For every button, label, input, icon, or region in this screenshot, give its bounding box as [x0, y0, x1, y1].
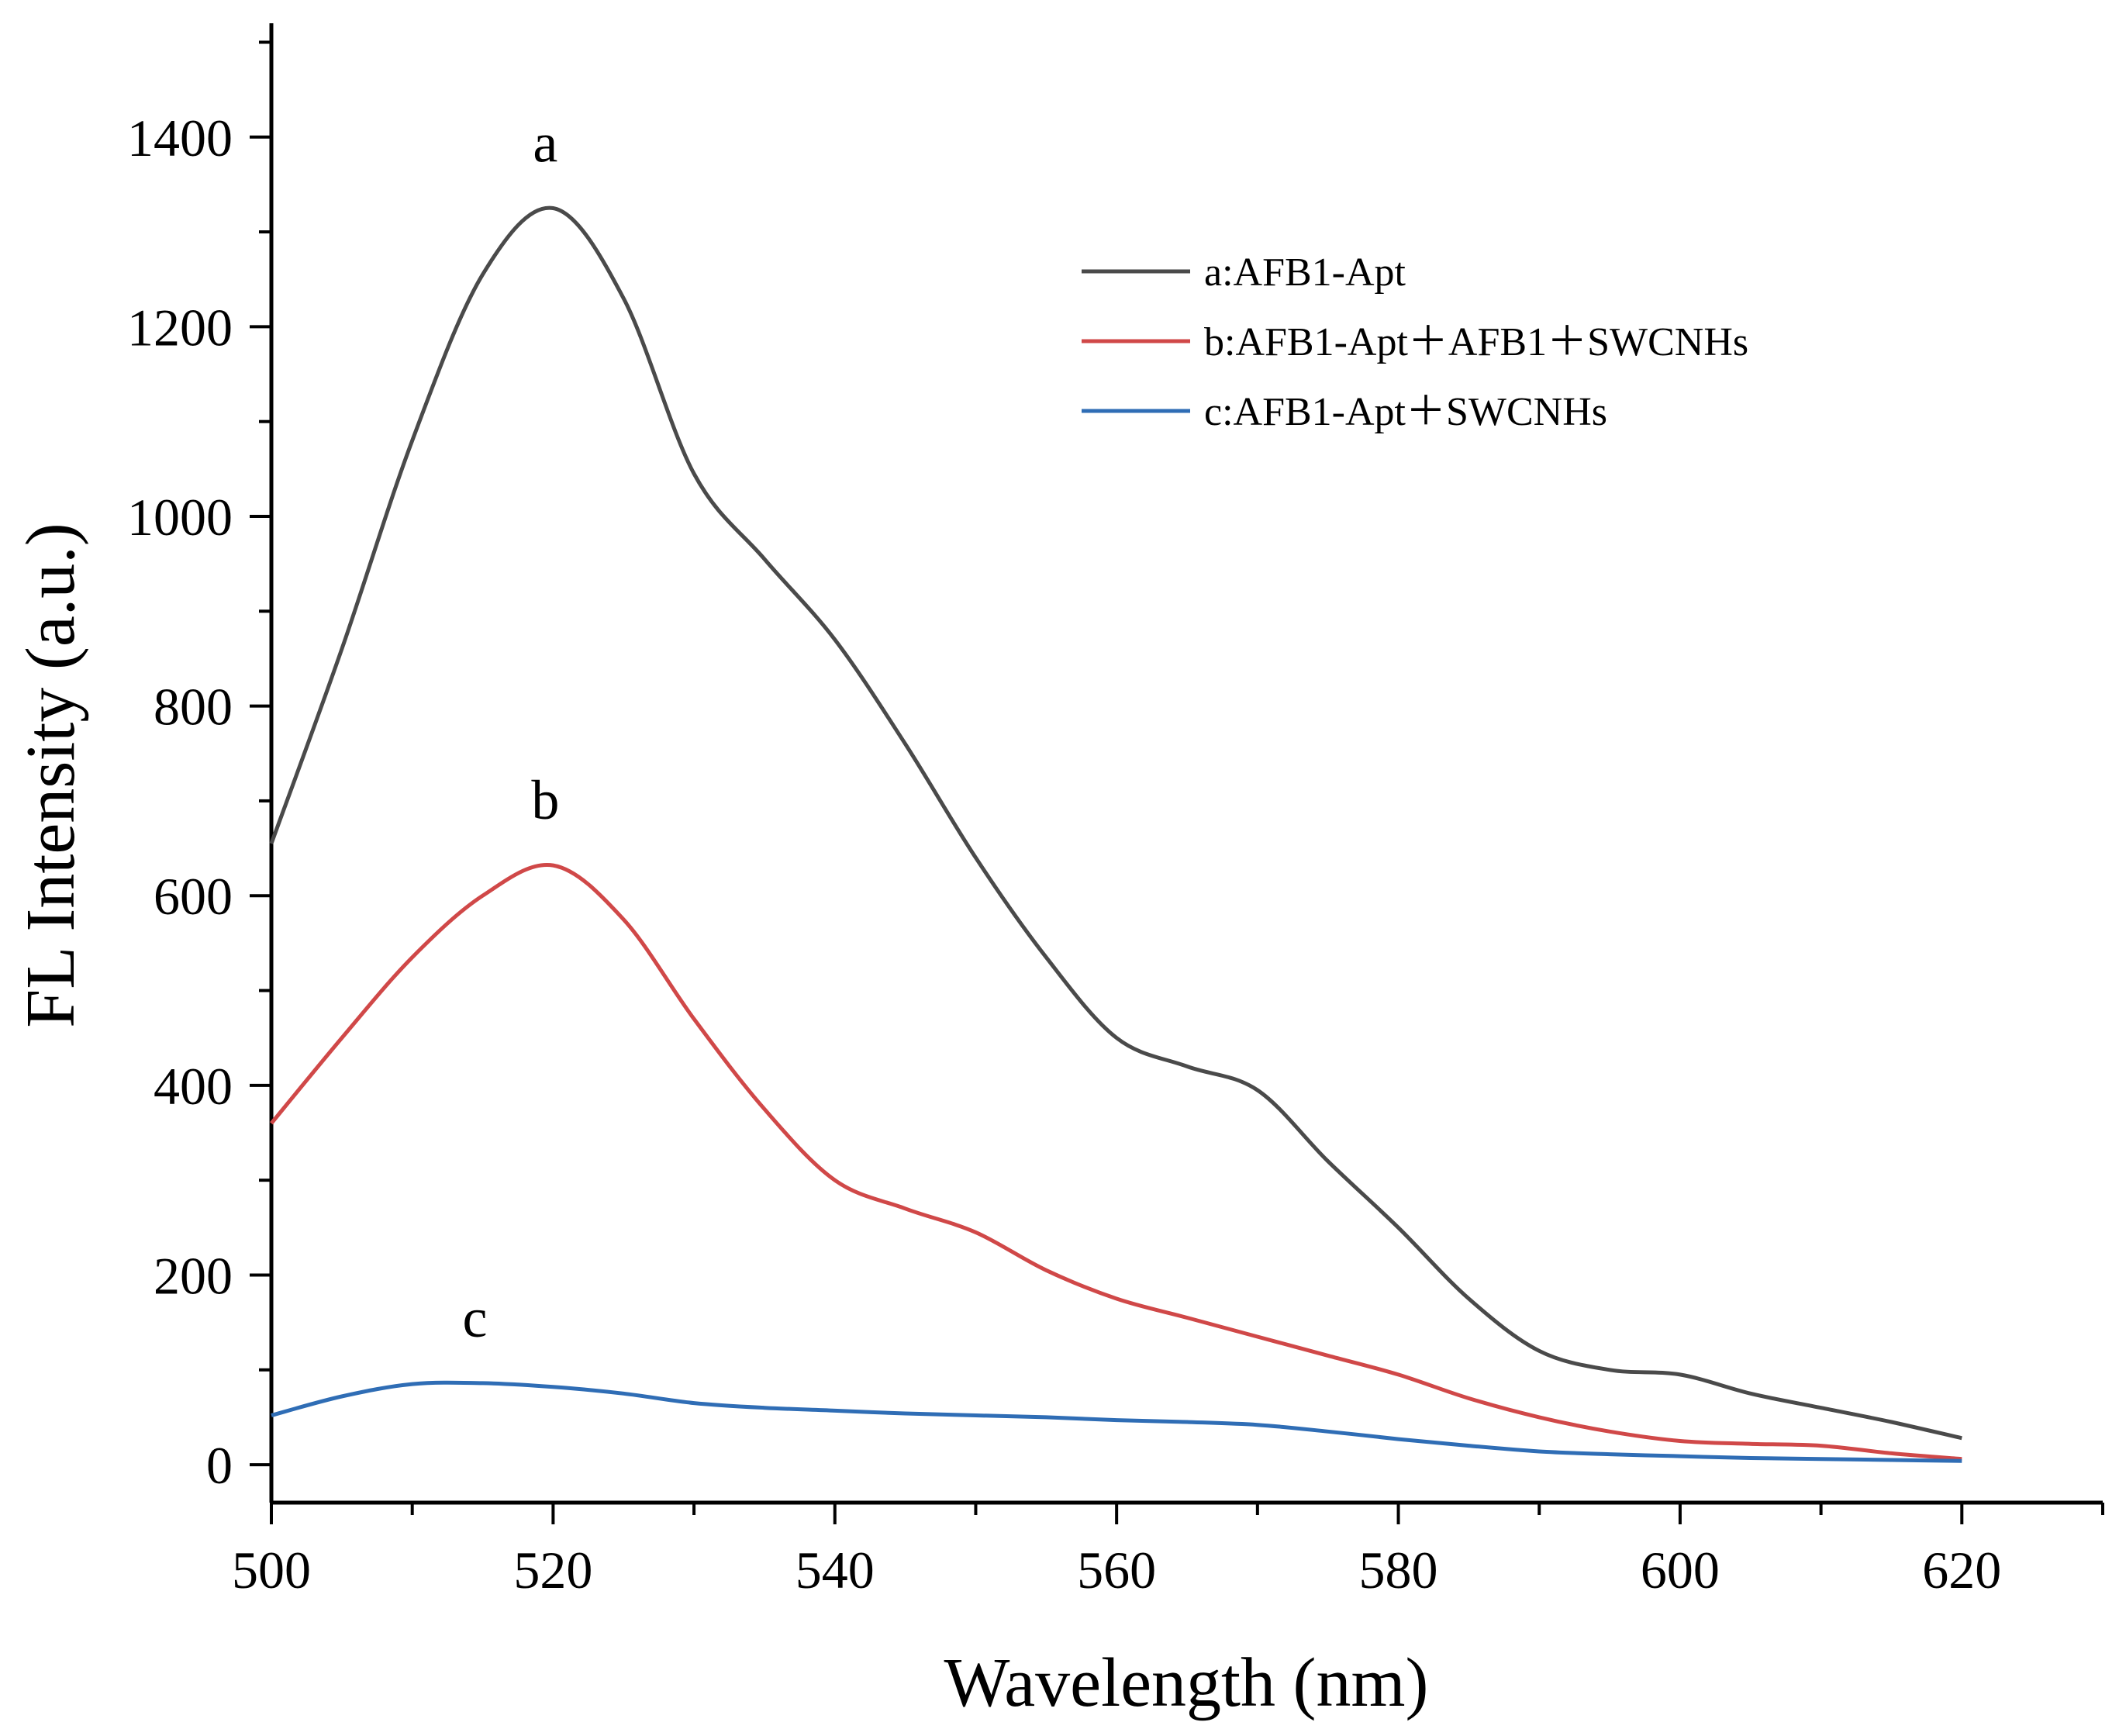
x-tick-label: 620: [1922, 1541, 2001, 1600]
series-line-c: [271, 1380, 1962, 1463]
y-tick-label: 1400: [127, 109, 233, 167]
y-tick-label: 0: [206, 1436, 233, 1495]
legend: a:AFB1-Apt b:AFB1-Apt＋AFB1＋SWCNHs c:AFB1-A…: [1082, 250, 1748, 434]
series-label-c: c: [463, 1287, 488, 1349]
y-tick-label: 600: [154, 867, 233, 926]
series-line-a: [269, 205, 1962, 1441]
series-line-b: [270, 862, 1962, 1462]
x-tick-label: 500: [232, 1541, 311, 1600]
x-axis-title: Wavelength (nm): [944, 1645, 1428, 1721]
y-tick-label: 800: [154, 678, 233, 737]
y-tick-label: 200: [154, 1246, 233, 1305]
y-axis-title: FL Intensity (a.u.): [12, 523, 89, 1028]
y-tick-label: 1000: [127, 488, 233, 547]
legend-label-a: a:AFB1-Apt: [1204, 250, 1406, 295]
x-tick-label: 600: [1641, 1541, 1720, 1600]
x-tick-label: 520: [513, 1541, 592, 1600]
series-label-a: a: [533, 112, 557, 174]
x-tick-label: 560: [1077, 1541, 1156, 1600]
x-tick-label: 540: [795, 1541, 875, 1600]
legend-label-b: b:AFB1-Apt＋AFB1＋SWCNHs: [1204, 320, 1748, 364]
x-tick-label: 580: [1359, 1541, 1438, 1600]
series-lines: [269, 205, 1962, 1463]
series-labels: a b c: [463, 112, 560, 1349]
y-tick-label: 1200: [127, 298, 233, 357]
series-label-b: b: [531, 769, 559, 831]
axes: [269, 23, 2103, 1505]
ticks: 500 520 540 560 580 600 620 0 200 400 600 800 1000 12…: [127, 40, 2104, 1600]
y-tick-label: 400: [154, 1057, 233, 1116]
legend-label-c: c:AFB1-Apt＋SWCNHs: [1204, 390, 1607, 434]
